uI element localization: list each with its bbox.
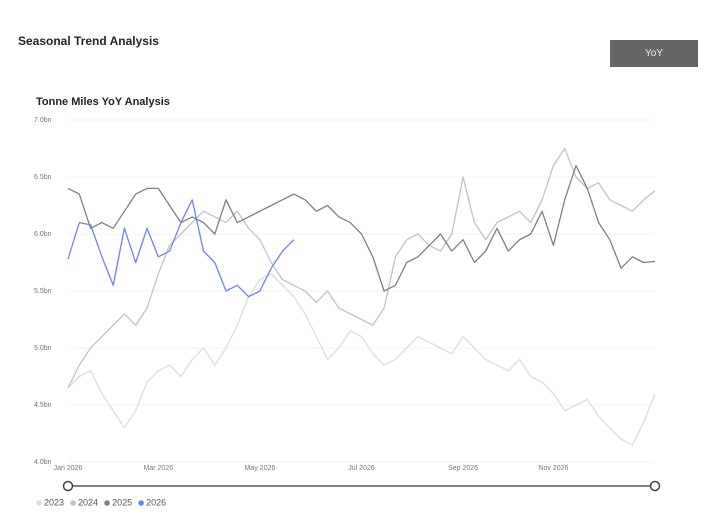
y-tick-label: 7.0bn (34, 117, 52, 124)
x-tick-label: Nov 2026 (538, 465, 568, 472)
y-tick-label: 6.0bn (34, 231, 52, 238)
chart-title: Tonne Miles YoY Analysis (36, 96, 170, 108)
legend-label: 2024 (78, 497, 98, 507)
page-title: Seasonal Trend Analysis (18, 34, 159, 48)
y-tick-label: 6.5bn (34, 174, 52, 181)
series-line (67, 199, 295, 298)
x-tick-label: Jan 2026 (54, 465, 83, 472)
series-line (67, 147, 656, 389)
y-tick-label: 5.0bn (34, 345, 52, 352)
x-tick-label: Mar 2026 (144, 465, 174, 472)
slider-handle[interactable] (62, 480, 74, 492)
x-tick-label: May 2026 (245, 465, 276, 472)
x-tick-label: Sep 2026 (448, 465, 478, 472)
legend-label: 2023 (44, 497, 64, 507)
legend-swatch (70, 500, 76, 506)
x-tick-label: Jul 2026 (348, 465, 375, 472)
y-tick-label: 5.5bn (34, 288, 52, 295)
legend-swatch (36, 500, 42, 506)
legend-label: 2026 (146, 497, 166, 507)
y-tick-label: 4.0bn (34, 459, 52, 466)
series-line (67, 273, 656, 446)
yoy-button[interactable]: YoY (610, 40, 698, 67)
slider-handle[interactable] (649, 480, 661, 492)
y-tick-label: 4.5bn (34, 402, 52, 409)
legend-swatch (104, 500, 110, 506)
series-line (67, 164, 656, 292)
legend-label: 2025 (112, 497, 132, 507)
legend-swatch (138, 500, 144, 506)
